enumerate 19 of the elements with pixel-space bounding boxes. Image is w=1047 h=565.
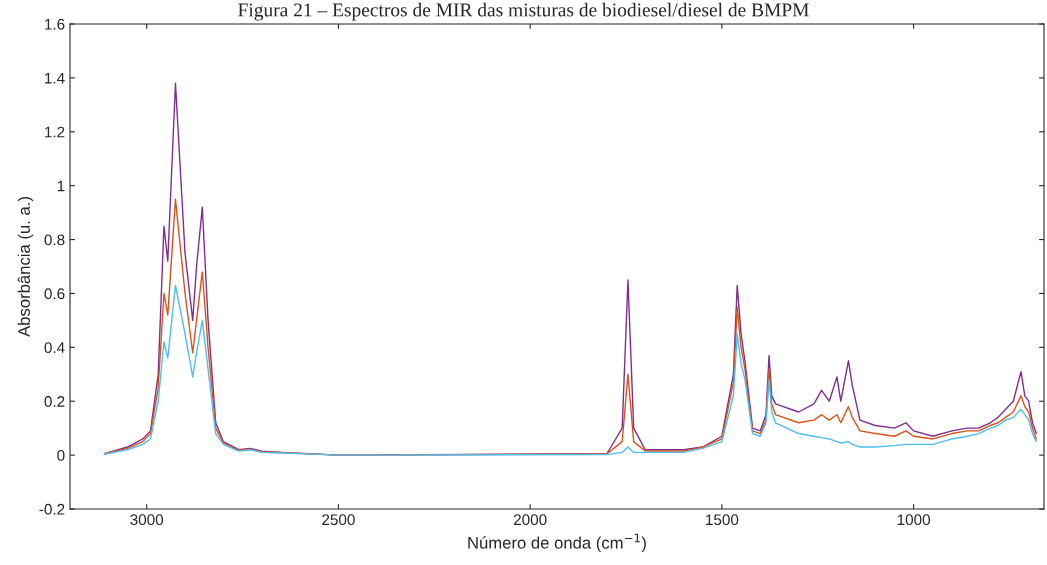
y-tick-label: 0.2 <box>44 396 65 407</box>
line-series <box>103 284 1038 456</box>
y-tick-label: 1.4 <box>45 72 65 84</box>
y-tick-label: -0.2 <box>39 503 65 515</box>
y-tick-label: 0.8 <box>44 234 65 246</box>
x-tick-label: 1500 <box>706 514 739 526</box>
x-tick-label: 3000 <box>130 514 164 526</box>
y-tick-label: 1.6 <box>45 18 65 30</box>
x-tick-label: 2000 <box>513 514 547 526</box>
y-tick-label: 0 <box>57 449 65 461</box>
x-tick-label: 2500 <box>322 514 355 526</box>
y-axis-title: Absorbância (u. a.) <box>17 197 34 337</box>
y-tick-label: 1.2 <box>45 126 65 138</box>
y-tick-label: 0.4 <box>44 342 65 354</box>
y-tick-label: 0.6 <box>44 288 65 300</box>
x-axis-title: Número de onda (cm$^{−1}$) <box>468 533 646 552</box>
y-tick-label: 1 <box>57 180 65 192</box>
x-tick-label: 1000 <box>897 514 931 526</box>
chart-title: Figura 21 – Espectros de MIR das misturas de biodiesel/diesel de BMPM <box>238 2 809 21</box>
